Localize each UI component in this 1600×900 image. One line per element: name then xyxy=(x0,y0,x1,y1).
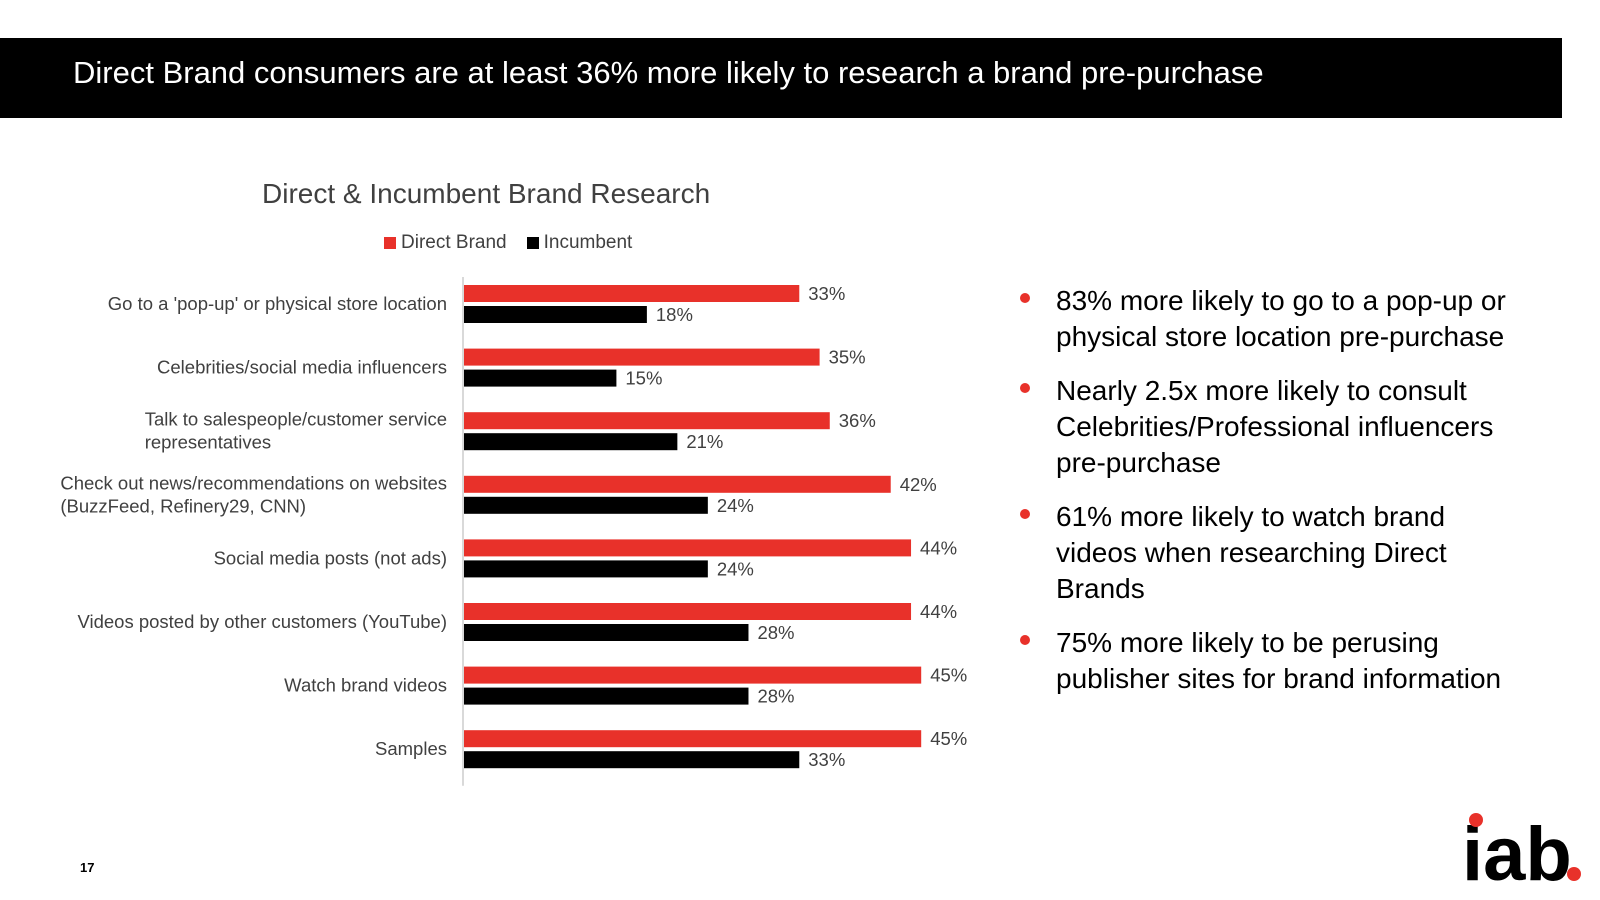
bullet-item: Nearly 2.5x more likely to consult Celeb… xyxy=(1018,373,1518,481)
category-label-line: Go to a 'pop-up' or physical store locat… xyxy=(108,293,447,314)
bar-chart: Go to a 'pop-up' or physical store locat… xyxy=(60,277,967,786)
bullet-text: 61% more likely to watch brand videos wh… xyxy=(1056,501,1447,604)
bar-incumbent xyxy=(464,369,617,387)
bullet-dot-icon xyxy=(1020,509,1030,519)
data-label: 24% xyxy=(717,495,754,516)
bullet-dot-icon xyxy=(1020,293,1030,303)
category-label: Videos posted by other customers (YouTub… xyxy=(77,611,447,632)
legend-swatch-direct-brand xyxy=(384,237,396,249)
bar-direct-brand xyxy=(464,603,912,620)
bullet-text: Nearly 2.5x more likely to consult Celeb… xyxy=(1056,375,1494,478)
category-label: Check out news/recommendations on websit… xyxy=(60,472,447,516)
category-label-line: Check out news/recommendations on websit… xyxy=(60,472,447,493)
category-label-line: representatives xyxy=(145,432,271,453)
legend-item-incumbent: Incumbent xyxy=(526,232,633,254)
slide-title: Direct Brand consumers are at least 36% … xyxy=(73,55,1264,90)
category-label-line: Talk to salespeople/customer service xyxy=(145,409,447,430)
bar-incumbent xyxy=(464,496,708,514)
data-label: 44% xyxy=(920,537,957,558)
bar-incumbent xyxy=(464,433,678,451)
category-label-line: Celebrities/social media influencers xyxy=(157,357,447,378)
category-label-line: Social media posts (not ads) xyxy=(214,547,447,568)
key-findings-list: 83% more likely to go to a pop-up or phy… xyxy=(1018,283,1518,715)
header-bar: Direct Brand consumers are at least 36% … xyxy=(0,38,1562,118)
category-label: Talk to salespeople/customer service repr… xyxy=(145,409,447,453)
data-label: 44% xyxy=(920,601,957,622)
data-label: 45% xyxy=(930,728,967,749)
data-label: 45% xyxy=(930,665,967,686)
category-label-line: (BuzzFeed, Refinery29, CNN) xyxy=(60,495,306,516)
bar-direct-brand xyxy=(464,539,912,557)
chart-title: Direct & Incumbent Brand Research xyxy=(262,178,711,209)
page-number: 17 xyxy=(80,860,95,875)
bullet-dot-icon xyxy=(1020,635,1030,645)
bar-direct-brand xyxy=(464,412,830,430)
category-label-line: Samples xyxy=(375,738,447,759)
data-label: 18% xyxy=(656,304,693,325)
logo-dot-end-icon xyxy=(1567,867,1581,881)
bar-incumbent xyxy=(464,687,749,705)
bullet-item: 61% more likely to watch brand videos wh… xyxy=(1018,499,1518,607)
bullet-text: 75% more likely to be perusing publisher… xyxy=(1056,627,1502,694)
bar-incumbent xyxy=(464,560,708,578)
bullet-item: 75% more likely to be perusing publisher… xyxy=(1018,625,1518,697)
category-label: Samples xyxy=(375,738,447,759)
logo-dot-top-icon xyxy=(1469,813,1483,827)
category-label: Celebrities/social media influencers xyxy=(157,357,447,378)
category-label: Watch brand videos xyxy=(284,675,447,696)
bar-direct-brand xyxy=(464,285,800,302)
bar-incumbent xyxy=(464,751,800,769)
data-label: 28% xyxy=(757,622,794,643)
bar-direct-brand xyxy=(464,348,820,366)
data-label: 42% xyxy=(900,474,937,495)
legend-label-incumbent: Incumbent xyxy=(543,232,633,253)
bullet-dot-icon xyxy=(1020,383,1030,393)
iab-logo: iab xyxy=(1462,812,1581,892)
data-label: 24% xyxy=(717,558,754,579)
data-label: 33% xyxy=(808,749,845,770)
data-label: 33% xyxy=(808,283,845,304)
bar-direct-brand xyxy=(464,475,891,493)
data-label: 21% xyxy=(686,431,723,452)
category-label: Go to a 'pop-up' or physical store locat… xyxy=(108,293,447,314)
category-label-line: Videos posted by other customers (YouTub… xyxy=(77,611,447,632)
category-label-line: Watch brand videos xyxy=(284,675,447,696)
bar-direct-brand xyxy=(464,666,922,684)
bar-direct-brand xyxy=(464,730,922,748)
data-label: 36% xyxy=(839,410,876,431)
legend-swatch-incumbent xyxy=(526,237,539,249)
bullet-text: 83% more likely to go to a pop-up or phy… xyxy=(1056,285,1506,352)
chart-legend: Direct Brand Incumbent xyxy=(384,231,652,255)
category-label: Social media posts (not ads) xyxy=(214,547,447,568)
data-label: 28% xyxy=(757,686,794,707)
bullet-item: 83% more likely to go to a pop-up or phy… xyxy=(1018,283,1518,355)
legend-label-direct-brand: Direct Brand xyxy=(401,232,507,253)
bar-incumbent xyxy=(464,624,749,641)
legend-item-direct-brand: Direct Brand xyxy=(384,232,507,254)
bar-incumbent xyxy=(464,306,647,323)
data-label: 35% xyxy=(829,347,866,368)
data-label: 15% xyxy=(625,368,662,389)
